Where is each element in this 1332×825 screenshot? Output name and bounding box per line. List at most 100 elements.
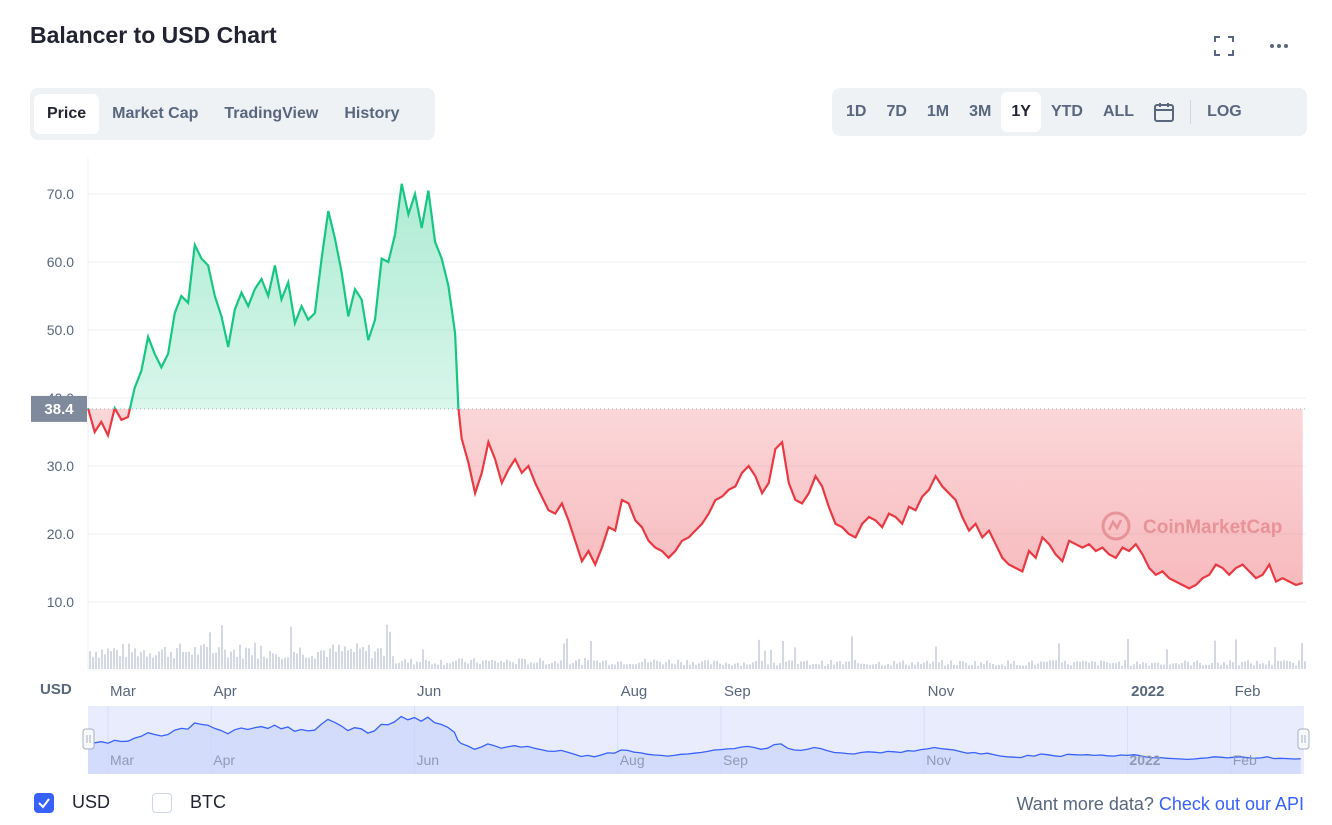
volume-bar — [1295, 665, 1297, 669]
volume-bar — [488, 660, 490, 669]
volume-bar — [242, 658, 244, 669]
tab-history[interactable]: History — [344, 105, 400, 122]
volume-bar — [521, 658, 523, 669]
volume-bar — [1208, 664, 1210, 669]
volume-bar — [1145, 663, 1147, 669]
volume-bar — [383, 655, 385, 669]
volume-bar — [638, 662, 640, 669]
volume-bar — [1049, 660, 1051, 669]
volume-bar — [881, 665, 883, 669]
volume-bar — [803, 661, 805, 669]
volume-bar — [1292, 662, 1294, 669]
usd-checkbox[interactable] — [34, 792, 54, 813]
volume-bar — [989, 662, 991, 669]
range-all[interactable]: ALL — [1102, 103, 1135, 120]
volume-bar — [113, 648, 115, 669]
volume-bar — [575, 660, 577, 669]
log-toggle[interactable]: LOG — [1207, 103, 1242, 120]
volume-bar — [332, 644, 334, 669]
volume-bar — [401, 660, 403, 669]
volume-bar — [914, 664, 916, 669]
volume-bar — [533, 663, 535, 669]
volume-bar — [932, 661, 934, 669]
volume-bar — [791, 660, 793, 669]
volume-bar — [1097, 665, 1099, 669]
volume-bar — [1040, 661, 1042, 669]
volume-bar — [923, 662, 925, 669]
volume-bar — [833, 664, 835, 669]
range-3m[interactable]: 3M — [969, 103, 992, 120]
volume-bar — [845, 661, 847, 669]
volume-bar — [863, 663, 865, 669]
volume-bar — [422, 649, 424, 669]
volume-bar — [1079, 661, 1081, 669]
volume-bar — [1262, 663, 1264, 669]
volume-bar — [236, 657, 238, 669]
volume-bar — [329, 648, 331, 669]
fullscreen-icon[interactable] — [1210, 32, 1238, 60]
volume-bar — [1298, 660, 1300, 669]
volume-bar — [1043, 661, 1045, 669]
volume-bar — [593, 660, 595, 669]
volume-bar — [410, 658, 412, 669]
volume-bar — [1301, 643, 1303, 669]
volume-bar — [599, 662, 601, 669]
volume-bar — [290, 626, 292, 669]
volume-bar — [1163, 664, 1165, 669]
range-1m[interactable]: 1M — [926, 103, 950, 120]
volume-bar — [140, 651, 142, 669]
volume-bar — [869, 665, 871, 669]
calendar-icon[interactable] — [1144, 92, 1184, 132]
tab-market-cap[interactable]: Market Cap — [112, 105, 199, 122]
volume-bar — [305, 657, 307, 669]
navigator-tick-label: Nov — [926, 752, 951, 768]
volume-bar — [293, 651, 295, 669]
tab-price[interactable]: Price — [34, 94, 100, 134]
volume-bar — [764, 650, 766, 669]
volume-bar — [1178, 664, 1180, 669]
volume-bar — [872, 664, 874, 669]
range-1d[interactable]: 1D — [846, 103, 867, 120]
navigator-left-handle[interactable] — [82, 728, 95, 750]
volume-bar — [389, 631, 391, 669]
volume-bar — [758, 639, 760, 669]
range-7d[interactable]: 7D — [886, 103, 907, 120]
volume-bar — [1223, 662, 1225, 669]
volume-bar — [347, 650, 349, 669]
volume-bar — [860, 663, 862, 669]
volume-bar — [1169, 664, 1171, 669]
volume-bar — [962, 661, 964, 669]
navigator-right-handle[interactable] — [1297, 728, 1310, 750]
volume-bar — [788, 660, 790, 669]
btc-checkbox[interactable] — [152, 792, 173, 813]
volume-bar — [320, 650, 322, 669]
volume-bar — [683, 665, 685, 669]
volume-bar — [695, 664, 697, 669]
volume-bar — [1256, 660, 1258, 669]
more-dots-icon[interactable] — [1266, 32, 1294, 60]
volume-bar — [623, 664, 625, 669]
volume-bar — [587, 659, 589, 669]
volume-bar — [395, 663, 397, 669]
tab-tradingview[interactable]: TradingView — [224, 105, 319, 122]
volume-bar — [1199, 662, 1201, 669]
range-ytd[interactable]: YTD — [1050, 103, 1083, 120]
volume-bar — [980, 662, 982, 669]
volume-bar — [476, 662, 478, 669]
volume-bar — [413, 664, 415, 669]
api-link[interactable]: Check out our API — [1158, 794, 1304, 814]
volume-bar — [1205, 664, 1207, 669]
volume-bar — [653, 659, 655, 669]
area-above-reference — [88, 183, 459, 409]
volume-bar — [1019, 665, 1021, 669]
volume-bar — [443, 664, 445, 669]
volume-bar — [461, 658, 463, 669]
volume-bar — [92, 657, 94, 669]
volume-bar — [419, 662, 421, 669]
volume-bar — [1271, 665, 1273, 669]
range-1y[interactable]: 1Y — [1001, 92, 1041, 132]
navigator[interactable]: Mar Apr Jun Aug Sep Nov 2022 Feb — [82, 706, 1310, 774]
volume-bar — [188, 651, 190, 669]
volume-bar — [662, 664, 664, 669]
volume-bar — [761, 660, 763, 669]
